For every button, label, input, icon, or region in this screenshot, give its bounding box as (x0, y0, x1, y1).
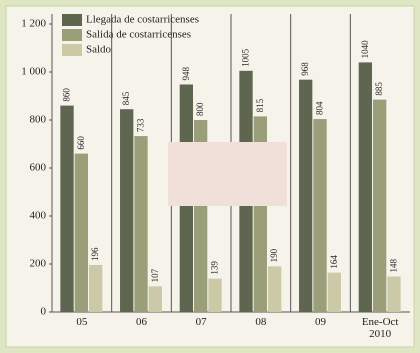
data-label: 660 (76, 136, 86, 150)
data-label: 1040 (360, 40, 370, 59)
legend-swatch (62, 44, 82, 56)
data-label: 885 (374, 82, 384, 96)
bar (387, 276, 401, 312)
data-label: 800 (195, 102, 205, 116)
data-label: 948 (181, 66, 191, 80)
x-tick-label: 06 (136, 316, 147, 328)
x-tick-label: 08 (255, 316, 267, 328)
data-label: 1005 (241, 48, 251, 67)
legend-swatch (62, 29, 82, 41)
bar (373, 99, 387, 312)
y-tick-label: 600 (30, 162, 47, 174)
bar (148, 286, 162, 312)
x-tick-label: Ene-Oct 2010 (361, 316, 399, 340)
data-label: 968 (300, 62, 310, 76)
data-label: 190 (269, 248, 279, 262)
data-label: 845 (121, 91, 131, 105)
data-label: 733 (136, 118, 146, 132)
bar (60, 105, 74, 312)
bar (327, 272, 341, 312)
data-label: 860 (62, 88, 72, 102)
data-label: 164 (329, 255, 339, 269)
x-tick-label: 05 (76, 316, 88, 328)
bar (358, 62, 373, 313)
bar (74, 153, 88, 312)
legend-label: Salida de costarricenses (86, 29, 191, 41)
bar (299, 79, 313, 313)
y-tick-label: 1 000 (21, 66, 46, 78)
legend-label: Llegada de costarricenses (86, 14, 199, 26)
bar (134, 136, 148, 312)
redaction-box (168, 142, 287, 206)
data-label: 107 (150, 268, 160, 282)
data-label: 196 (90, 247, 100, 261)
bar (208, 278, 222, 312)
data-label: 815 (255, 98, 265, 112)
bar (120, 109, 134, 312)
bar (267, 266, 282, 312)
bar (88, 264, 103, 312)
legend-label: Saldo (86, 44, 112, 56)
data-label: 804 (315, 101, 325, 115)
legend-swatch (62, 14, 82, 26)
bar (313, 119, 327, 312)
x-tick-label: 07 (195, 316, 207, 328)
data-label: 139 (210, 261, 220, 275)
y-tick-label: 0 (41, 306, 47, 318)
y-tick-label: 400 (30, 210, 47, 222)
x-tick-label: 09 (315, 316, 326, 328)
y-tick-label: 1 200 (21, 18, 46, 30)
y-tick-label: 800 (30, 114, 47, 126)
legend: Llegada de costarricenses Salida de costa… (62, 14, 199, 56)
data-label: 148 (389, 258, 399, 272)
y-tick-label: 200 (30, 258, 47, 270)
